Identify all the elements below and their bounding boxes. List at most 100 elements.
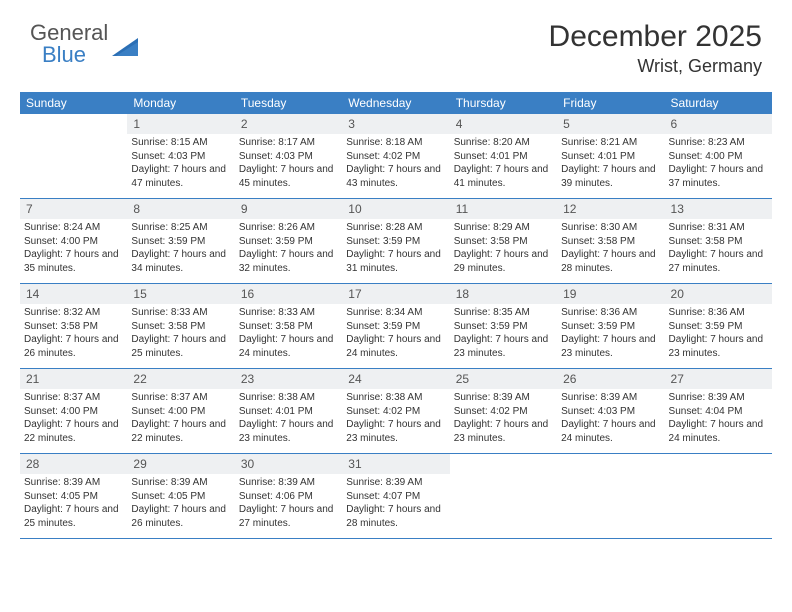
- day-details: Sunrise: 8:32 AMSunset: 3:58 PMDaylight:…: [24, 306, 123, 360]
- daylight-text: Daylight: 7 hours and 26 minutes.: [131, 503, 230, 530]
- day-cell: 24Sunrise: 8:38 AMSunset: 4:02 PMDayligh…: [342, 369, 449, 453]
- day-details: Sunrise: 8:39 AMSunset: 4:02 PMDaylight:…: [454, 391, 553, 445]
- sunset-text: Sunset: 3:59 PM: [131, 235, 230, 249]
- day-cell: 25Sunrise: 8:39 AMSunset: 4:02 PMDayligh…: [450, 369, 557, 453]
- daylight-text: Daylight: 7 hours and 23 minutes.: [239, 418, 338, 445]
- logo-triangle-icon: [112, 36, 138, 56]
- day-details: Sunrise: 8:36 AMSunset: 3:59 PMDaylight:…: [669, 306, 768, 360]
- sunrise-text: Sunrise: 8:30 AM: [561, 221, 660, 235]
- daylight-text: Daylight: 7 hours and 47 minutes.: [131, 163, 230, 190]
- day-details: Sunrise: 8:39 AMSunset: 4:05 PMDaylight:…: [24, 476, 123, 530]
- day-details: Sunrise: 8:34 AMSunset: 3:59 PMDaylight:…: [346, 306, 445, 360]
- daylight-text: Daylight: 7 hours and 26 minutes.: [24, 333, 123, 360]
- day-cell: [20, 114, 127, 198]
- day-number: 4: [450, 114, 557, 134]
- day-details: Sunrise: 8:17 AMSunset: 4:03 PMDaylight:…: [239, 136, 338, 190]
- daylight-text: Daylight: 7 hours and 27 minutes.: [669, 248, 768, 275]
- day-cell: 16 Sunrise: 8:33 AMSunset: 3:58 PMDayligh…: [235, 284, 342, 368]
- sunrise-text: Sunrise: 8:23 AM: [669, 136, 768, 150]
- day-details: Sunrise: 8:36 AMSunset: 3:59 PMDaylight:…: [561, 306, 660, 360]
- weekday-header-thursday: Thursday: [450, 92, 557, 114]
- day-details: Sunrise: 8:37 AMSunset: 4:00 PMDaylight:…: [24, 391, 123, 445]
- day-cell: 22Sunrise: 8:37 AMSunset: 4:00 PMDayligh…: [127, 369, 234, 453]
- day-details: Sunrise: 8:28 AMSunset: 3:59 PMDaylight:…: [346, 221, 445, 275]
- sunrise-text: Sunrise: 8:34 AM: [346, 306, 445, 320]
- daylight-text: Daylight: 7 hours and 24 minutes.: [239, 333, 338, 360]
- sunset-text: Sunset: 4:03 PM: [131, 150, 230, 164]
- day-cell: 29Sunrise: 8:39 AMSunset: 4:05 PMDayligh…: [127, 454, 234, 538]
- daylight-text: Daylight: 7 hours and 37 minutes.: [669, 163, 768, 190]
- day-number: 30: [235, 454, 342, 474]
- sunset-text: Sunset: 3:58 PM: [131, 320, 230, 334]
- daylight-text: Daylight: 7 hours and 24 minutes.: [669, 418, 768, 445]
- daylight-text: Daylight: 7 hours and 35 minutes.: [24, 248, 123, 275]
- sunrise-text: Sunrise: 8:26 AM: [239, 221, 338, 235]
- day-number: 10: [342, 199, 449, 219]
- sunset-text: Sunset: 3:58 PM: [669, 235, 768, 249]
- sunset-text: Sunset: 4:06 PM: [239, 490, 338, 504]
- weekday-header-monday: Monday: [127, 92, 234, 114]
- day-number: 20: [665, 284, 772, 304]
- sunset-text: Sunset: 3:58 PM: [239, 320, 338, 334]
- daylight-text: Daylight: 7 hours and 32 minutes.: [239, 248, 338, 275]
- day-number: 28: [20, 454, 127, 474]
- day-cell: 2Sunrise: 8:17 AMSunset: 4:03 PMDaylight…: [235, 114, 342, 198]
- sunset-text: Sunset: 4:01 PM: [561, 150, 660, 164]
- day-details: Sunrise: 8:26 AMSunset: 3:59 PMDaylight:…: [239, 221, 338, 275]
- sunset-text: Sunset: 4:04 PM: [669, 405, 768, 419]
- sunset-text: Sunset: 4:03 PM: [561, 405, 660, 419]
- sunset-text: Sunset: 3:58 PM: [24, 320, 123, 334]
- sunrise-text: Sunrise: 8:33 AM: [239, 306, 338, 320]
- location-label: Wrist, Germany: [549, 56, 762, 77]
- weeks-container: 1Sunrise: 8:15 AMSunset: 4:03 PMDaylight…: [20, 114, 772, 539]
- week-row: 14Sunrise: 8:32 AMSunset: 3:58 PMDayligh…: [20, 284, 772, 369]
- day-number: 5: [557, 114, 664, 134]
- title-block: December 2025 Wrist, Germany: [549, 20, 762, 77]
- daylight-text: Daylight: 7 hours and 39 minutes.: [561, 163, 660, 190]
- sunrise-text: Sunrise: 8:39 AM: [24, 476, 123, 490]
- sunrise-text: Sunrise: 8:15 AM: [131, 136, 230, 150]
- day-cell: 5Sunrise: 8:21 AMSunset: 4:01 PMDaylight…: [557, 114, 664, 198]
- sunset-text: Sunset: 3:58 PM: [561, 235, 660, 249]
- sunrise-text: Sunrise: 8:38 AM: [346, 391, 445, 405]
- day-cell: 30Sunrise: 8:39 AMSunset: 4:06 PMDayligh…: [235, 454, 342, 538]
- day-details: Sunrise: 8:39 AMSunset: 4:04 PMDaylight:…: [669, 391, 768, 445]
- daylight-text: Daylight: 7 hours and 25 minutes.: [131, 333, 230, 360]
- weekday-header-sunday: Sunday: [20, 92, 127, 114]
- day-number: 8: [127, 199, 234, 219]
- day-cell: 11Sunrise: 8:29 AMSunset: 3:58 PMDayligh…: [450, 199, 557, 283]
- logo-text-block: General Blue: [30, 20, 108, 68]
- day-number: 16: [235, 284, 342, 304]
- day-cell: 6Sunrise: 8:23 AMSunset: 4:00 PMDaylight…: [665, 114, 772, 198]
- day-cell: 20Sunrise: 8:36 AMSunset: 3:59 PMDayligh…: [665, 284, 772, 368]
- daylight-text: Daylight: 7 hours and 29 minutes.: [454, 248, 553, 275]
- sunset-text: Sunset: 4:02 PM: [346, 150, 445, 164]
- sunrise-text: Sunrise: 8:37 AM: [131, 391, 230, 405]
- sunrise-text: Sunrise: 8:37 AM: [24, 391, 123, 405]
- day-number: 13: [665, 199, 772, 219]
- day-cell: 31Sunrise: 8:39 AMSunset: 4:07 PMDayligh…: [342, 454, 449, 538]
- day-cell: 1 Sunrise: 8:15 AMSunset: 4:03 PMDaylight…: [127, 114, 234, 198]
- sunrise-text: Sunrise: 8:29 AM: [454, 221, 553, 235]
- day-number: 6: [665, 114, 772, 134]
- day-number: 24: [342, 369, 449, 389]
- sunrise-text: Sunrise: 8:39 AM: [454, 391, 553, 405]
- sunrise-text: Sunrise: 8:36 AM: [561, 306, 660, 320]
- day-cell: 8Sunrise: 8:25 AMSunset: 3:59 PMDaylight…: [127, 199, 234, 283]
- day-cell: 15Sunrise: 8:33 AMSunset: 3:58 PMDayligh…: [127, 284, 234, 368]
- weekday-header-tuesday: Tuesday: [235, 92, 342, 114]
- sunrise-text: Sunrise: 8:31 AM: [669, 221, 768, 235]
- daylight-text: Daylight: 7 hours and 23 minutes.: [454, 418, 553, 445]
- day-cell: 3Sunrise: 8:18 AMSunset: 4:02 PMDaylight…: [342, 114, 449, 198]
- day-details: Sunrise: 8:31 AMSunset: 3:58 PMDaylight:…: [669, 221, 768, 275]
- day-cell: [665, 454, 772, 538]
- sunset-text: Sunset: 4:05 PM: [131, 490, 230, 504]
- day-number: 3: [342, 114, 449, 134]
- day-number: 12: [557, 199, 664, 219]
- day-number: 14: [20, 284, 127, 304]
- day-number: 15: [127, 284, 234, 304]
- day-number: 31: [342, 454, 449, 474]
- sunrise-text: Sunrise: 8:39 AM: [131, 476, 230, 490]
- sunrise-text: Sunrise: 8:28 AM: [346, 221, 445, 235]
- day-number: 1: [127, 114, 234, 134]
